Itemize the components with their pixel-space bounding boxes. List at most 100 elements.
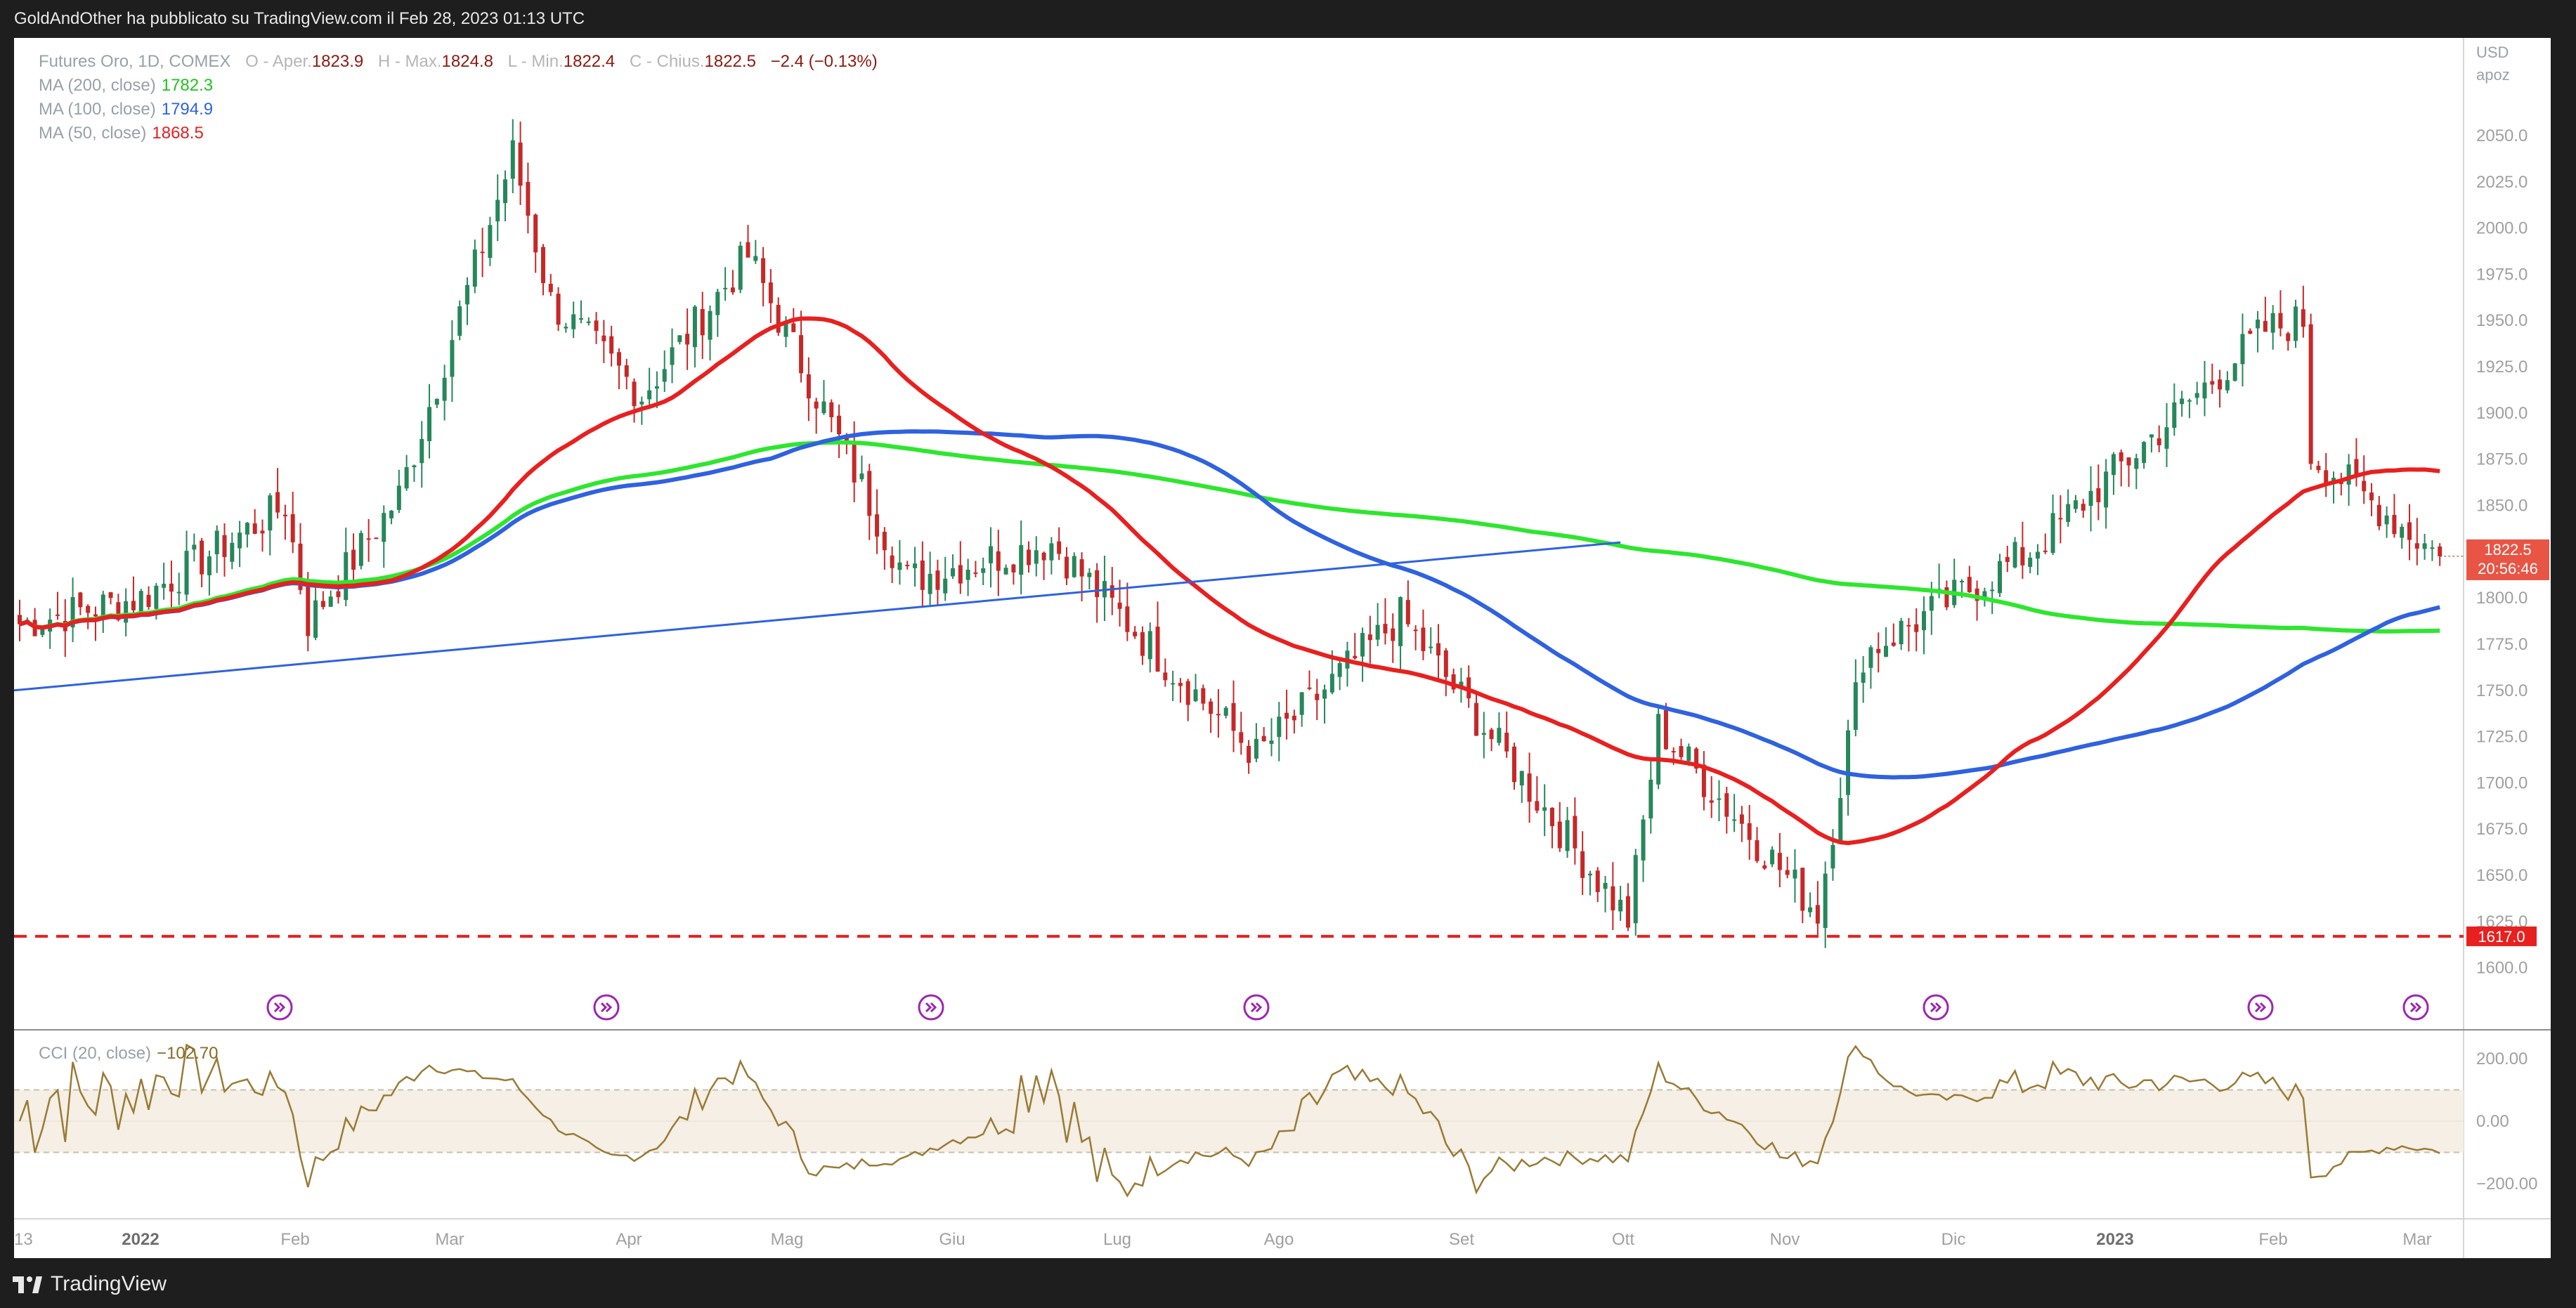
- candle-body: [290, 514, 295, 543]
- candle-body: [2012, 542, 2017, 568]
- candle-body: [1922, 611, 1927, 631]
- price-tick-label: 1800.0: [2476, 589, 2528, 608]
- candle-body: [40, 629, 45, 635]
- candle-body: [1997, 561, 2002, 594]
- candle-body: [571, 314, 576, 329]
- chart-svg[interactable]: USD apoz 2050.0 2025.0 2000.0 1975.0 1950.0 192…: [13, 38, 2551, 1258]
- cci-legend[interactable]: CCI (20, close) −102.70: [39, 1044, 218, 1064]
- ma50-label: MA (50, close): [39, 124, 147, 143]
- candle-body: [2210, 381, 2215, 385]
- candle-body: [2073, 500, 2078, 509]
- time-tick-label: 2023: [2096, 1230, 2133, 1249]
- cci-tick-label: 0.00: [2476, 1112, 2509, 1131]
- candle-body: [578, 318, 583, 320]
- publisher-header: GoldAndOther ha pubblicato su TradingVie…: [0, 0, 2576, 38]
- cci-pane[interactable]: [14, 1043, 2464, 1198]
- candle-body: [1542, 807, 1547, 811]
- ma100-legend[interactable]: MA (100, close) 1794.9: [39, 100, 213, 119]
- candle-body: [958, 565, 963, 584]
- candle-body: [1110, 585, 1114, 598]
- candle-body: [1337, 662, 1342, 677]
- high-label: H - Max.: [377, 52, 442, 71]
- candle-body: [100, 594, 105, 615]
- candle-body: [1868, 647, 1873, 668]
- candle-body: [776, 305, 781, 333]
- price-tick-label: 1975.0: [2476, 265, 2528, 284]
- footer: TradingView: [0, 1260, 2576, 1308]
- candle-body: [1755, 840, 1759, 861]
- candle-body: [222, 535, 227, 557]
- tradingview-logo-icon: [13, 1274, 44, 1295]
- candle-body: [548, 283, 553, 292]
- earnings-marker-icon[interactable]: [593, 994, 620, 1021]
- earnings-marker-icon[interactable]: [266, 994, 293, 1021]
- support-price-badge: [2466, 926, 2537, 946]
- earnings-marker-icon[interactable]: [918, 994, 944, 1021]
- candle-body: [2142, 442, 2147, 464]
- candle-body: [1383, 624, 1388, 634]
- candle-body: [1762, 865, 1767, 869]
- chart-area[interactable]: USD apoz 2050.0 2025.0 2000.0 1975.0 1950.0 192…: [13, 38, 2551, 1258]
- candle-body: [1929, 596, 1934, 611]
- candle-body: [2384, 515, 2389, 525]
- ma50-legend[interactable]: MA (50, close) 1868.5: [39, 124, 204, 143]
- candle-body: [821, 401, 826, 414]
- candle-body: [1375, 624, 1380, 640]
- tradingview-logo[interactable]: TradingView: [13, 1272, 167, 1296]
- earnings-marker-icon[interactable]: [1923, 994, 1949, 1021]
- candle-body: [2294, 306, 2298, 341]
- candle-body: [1019, 545, 1024, 575]
- time-tick-label: 2022: [122, 1230, 159, 1249]
- candle-body: [1247, 745, 1251, 763]
- candle-body: [920, 560, 925, 590]
- candle-body: [2020, 547, 2025, 565]
- candle-body: [1587, 873, 1592, 876]
- candle-body: [313, 600, 318, 638]
- candle-body: [1223, 707, 1228, 716]
- marker-glyph: [2409, 1002, 2422, 1013]
- candle-body: [677, 335, 682, 342]
- price-tick-label: 1925.0: [2476, 358, 2528, 377]
- earnings-marker-icon[interactable]: [1243, 994, 1270, 1021]
- candle-body: [2157, 438, 2161, 445]
- candle-body: [2400, 526, 2405, 538]
- candle-body: [1815, 905, 1820, 924]
- candle-body: [518, 142, 523, 186]
- chart-background: [14, 38, 2551, 1258]
- candle-body: [138, 591, 143, 613]
- price-axis: USD apoz 2050.0 2025.0 2000.0 1975.0 1950.0 192…: [2466, 44, 2549, 1193]
- candle-body: [1140, 632, 1145, 656]
- candle-body: [1155, 627, 1160, 672]
- candle-body: [1511, 746, 1516, 783]
- close-label: C - Chius.: [629, 52, 705, 71]
- candle-body: [2187, 400, 2192, 402]
- candle-body: [154, 585, 159, 609]
- candle-body: [1838, 797, 1843, 843]
- candle-body: [1034, 550, 1039, 564]
- price-pane[interactable]: [13, 119, 2464, 948]
- candle-body: [844, 438, 849, 441]
- candle-body: [344, 552, 349, 601]
- candle-body: [320, 601, 325, 608]
- candle-body: [2256, 320, 2260, 329]
- candle-body: [700, 308, 705, 336]
- candle-body: [358, 532, 363, 566]
- dividend-marker-icon[interactable]: [2402, 994, 2429, 1021]
- earnings-marker-icon[interactable]: [2247, 994, 2274, 1021]
- candle-body: [230, 542, 235, 562]
- candle-body: [2232, 363, 2237, 381]
- candle-body: [2081, 504, 2086, 511]
- candle-body: [184, 551, 189, 595]
- cci-tick-label: −200.00: [2476, 1175, 2537, 1193]
- high-value: 1824.8: [441, 52, 493, 71]
- ma200-legend[interactable]: MA (200, close) 1782.3: [39, 76, 213, 96]
- event-markers[interactable]: [266, 994, 2429, 1021]
- trendline: [13, 541, 1621, 692]
- candle-body: [1322, 689, 1327, 699]
- candle-body: [2354, 459, 2359, 478]
- price-tick-label: 1700.0: [2476, 773, 2528, 792]
- support-price-text: 1617.0: [2478, 928, 2525, 946]
- symbol-label: Futures Oro, 1D, COMEX: [39, 52, 231, 71]
- candle-body: [169, 583, 174, 592]
- candle-body: [1603, 882, 1608, 889]
